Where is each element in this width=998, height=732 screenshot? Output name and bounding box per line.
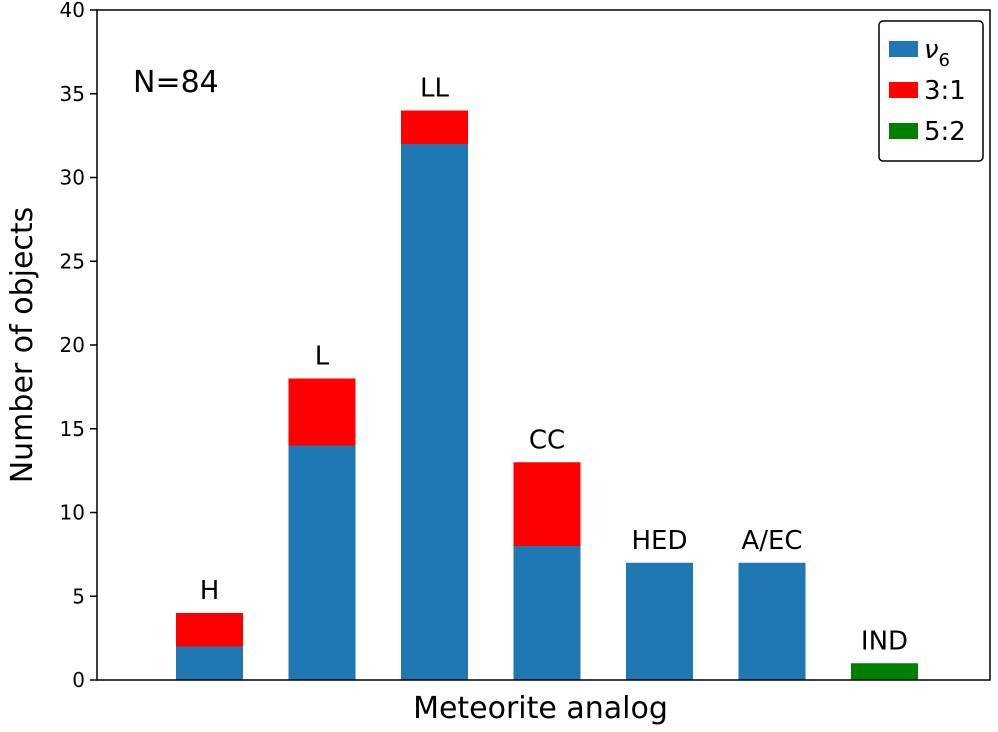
bar-hed-6 (626, 562, 693, 680)
sample-size-annotation: N=84 (133, 65, 219, 100)
bar-category-label: L (315, 342, 330, 372)
bar-aec-6 (738, 562, 806, 680)
legend-swatch (889, 123, 918, 139)
bars-layer (176, 110, 918, 680)
y-tick-label: 35 (60, 82, 85, 106)
legend-label-subscript: 6 (939, 50, 950, 71)
bar-l-6 (288, 445, 356, 680)
bar-category-label: A/EC (741, 526, 802, 556)
y-axis-label: Number of objects (5, 207, 40, 484)
bar-ll-6 (401, 144, 468, 680)
bar-category-label: IND (861, 626, 908, 656)
y-tick-label: 20 (60, 333, 85, 357)
legend-label: 3:1 (924, 76, 966, 106)
bar-category-label: H (200, 576, 220, 606)
bar-ind-52 (851, 663, 918, 680)
y-tick-label: 40 (60, 0, 85, 22)
bar-cc-31 (513, 462, 581, 546)
bar-ll-31 (401, 110, 468, 144)
y-tick-label: 5 (72, 584, 85, 608)
bar-cc-6 (513, 546, 581, 680)
legend-swatch (889, 41, 918, 57)
y-tick-label: 0 (72, 668, 85, 692)
legend-label-main: ν (924, 35, 939, 65)
y-tick-label: 30 (60, 166, 85, 190)
legend-label: ν6 (924, 35, 950, 71)
x-axis-label: Meteorite analog (413, 691, 668, 726)
y-tick-label: 15 (60, 417, 85, 441)
bar-h-31 (176, 613, 243, 647)
bar-category-label: LL (420, 74, 449, 104)
legend: ν6 3:1 5:2 (878, 20, 984, 162)
y-axis: 0 5 10 15 20 25 30 35 40 (60, 0, 97, 692)
bar-category-label: HED (632, 526, 688, 556)
y-tick-label: 10 (60, 501, 85, 525)
bar-h-6 (176, 646, 243, 680)
y-tick-label: 25 (60, 249, 85, 273)
bar-l-31 (288, 378, 356, 446)
bar-category-label: CC (529, 425, 565, 455)
legend-label: 5:2 (924, 117, 966, 147)
legend-swatch (889, 82, 918, 98)
